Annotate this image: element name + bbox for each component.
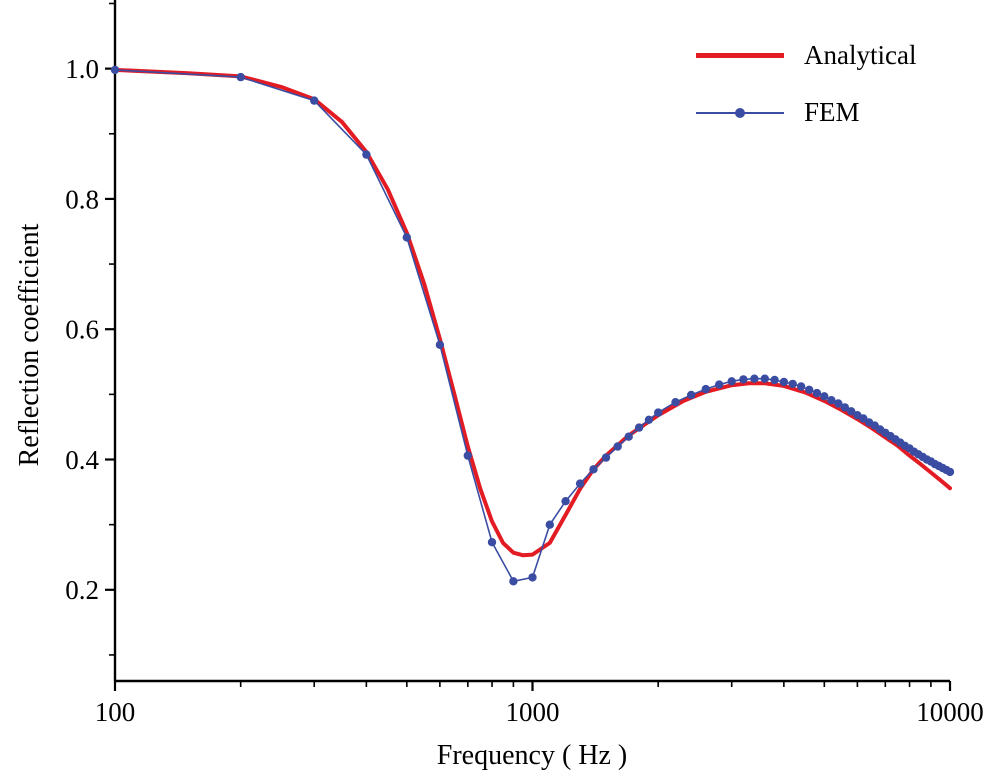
data-point-fem xyxy=(487,538,497,547)
x-tick-label: 1000 xyxy=(506,697,560,727)
series-line-analytical xyxy=(113,67,952,558)
data-point-fem xyxy=(739,375,748,384)
legend-item-analytical: Analytical xyxy=(696,40,916,71)
legend: Analytical FEM xyxy=(696,40,916,128)
data-point-fem xyxy=(110,65,120,75)
data-point-fem xyxy=(634,423,644,432)
y-tick-label: 0.4 xyxy=(65,445,99,475)
y-tick-label: 1.0 xyxy=(65,54,99,84)
data-point-fem xyxy=(435,340,445,349)
data-point-fem xyxy=(575,479,585,488)
y-tick-label: 0.8 xyxy=(65,184,99,214)
data-point-fem xyxy=(310,96,319,105)
data-point-fem xyxy=(671,398,680,407)
y-tick-label: 0.2 xyxy=(65,575,99,605)
data-point-fem xyxy=(812,388,822,398)
legend-item-fem: FEM xyxy=(696,97,916,128)
data-point-fem xyxy=(840,403,850,412)
x-axis-label: Frequency ( Hz ) xyxy=(436,740,628,771)
data-point-fem xyxy=(847,407,856,416)
data-point-fem xyxy=(463,451,472,460)
y-axis-label: Reflection coefficient xyxy=(14,223,45,467)
legend-label: FEM xyxy=(804,97,860,127)
data-point-fem xyxy=(820,392,829,401)
data-point-fem xyxy=(644,415,654,424)
data-point-fem xyxy=(715,380,724,389)
data-point-fem xyxy=(589,465,598,474)
data-point-fem xyxy=(834,399,843,408)
data-point-fem xyxy=(561,497,570,506)
legend-sample-marker xyxy=(735,107,745,118)
data-point-fem xyxy=(654,408,663,417)
data-point-fem xyxy=(750,374,759,383)
y-tick-label: 0.6 xyxy=(65,315,99,345)
legend-label: Analytical xyxy=(804,40,917,70)
data-point-fem xyxy=(945,467,955,477)
x-tick-label: 10000 xyxy=(916,697,984,727)
legend-sample-line xyxy=(696,53,784,58)
series-line-fem xyxy=(114,69,951,583)
data-point-fem xyxy=(805,385,814,394)
data-point-fem xyxy=(362,150,371,159)
data-point-fem xyxy=(760,374,769,383)
x-tick-label: 100 xyxy=(95,697,136,727)
data-point-fem xyxy=(624,432,633,441)
data-point-fem xyxy=(601,453,611,462)
legend-sample xyxy=(696,106,784,120)
data-point-fem xyxy=(509,577,518,586)
data-point-fem xyxy=(528,573,537,582)
data-point-fem xyxy=(827,396,836,405)
data-point-fem xyxy=(687,390,696,400)
data-point-fem xyxy=(788,379,797,389)
data-point-fem xyxy=(727,377,736,386)
data-point-fem xyxy=(545,520,554,529)
data-point-fem xyxy=(613,442,622,451)
data-point-fem xyxy=(779,377,789,387)
legend-sample xyxy=(696,49,784,63)
data-point-fem xyxy=(236,72,245,82)
data-point-fem xyxy=(796,382,806,391)
data-point-fem xyxy=(402,233,411,242)
data-point-fem xyxy=(770,375,779,385)
data-point-fem xyxy=(701,384,710,394)
